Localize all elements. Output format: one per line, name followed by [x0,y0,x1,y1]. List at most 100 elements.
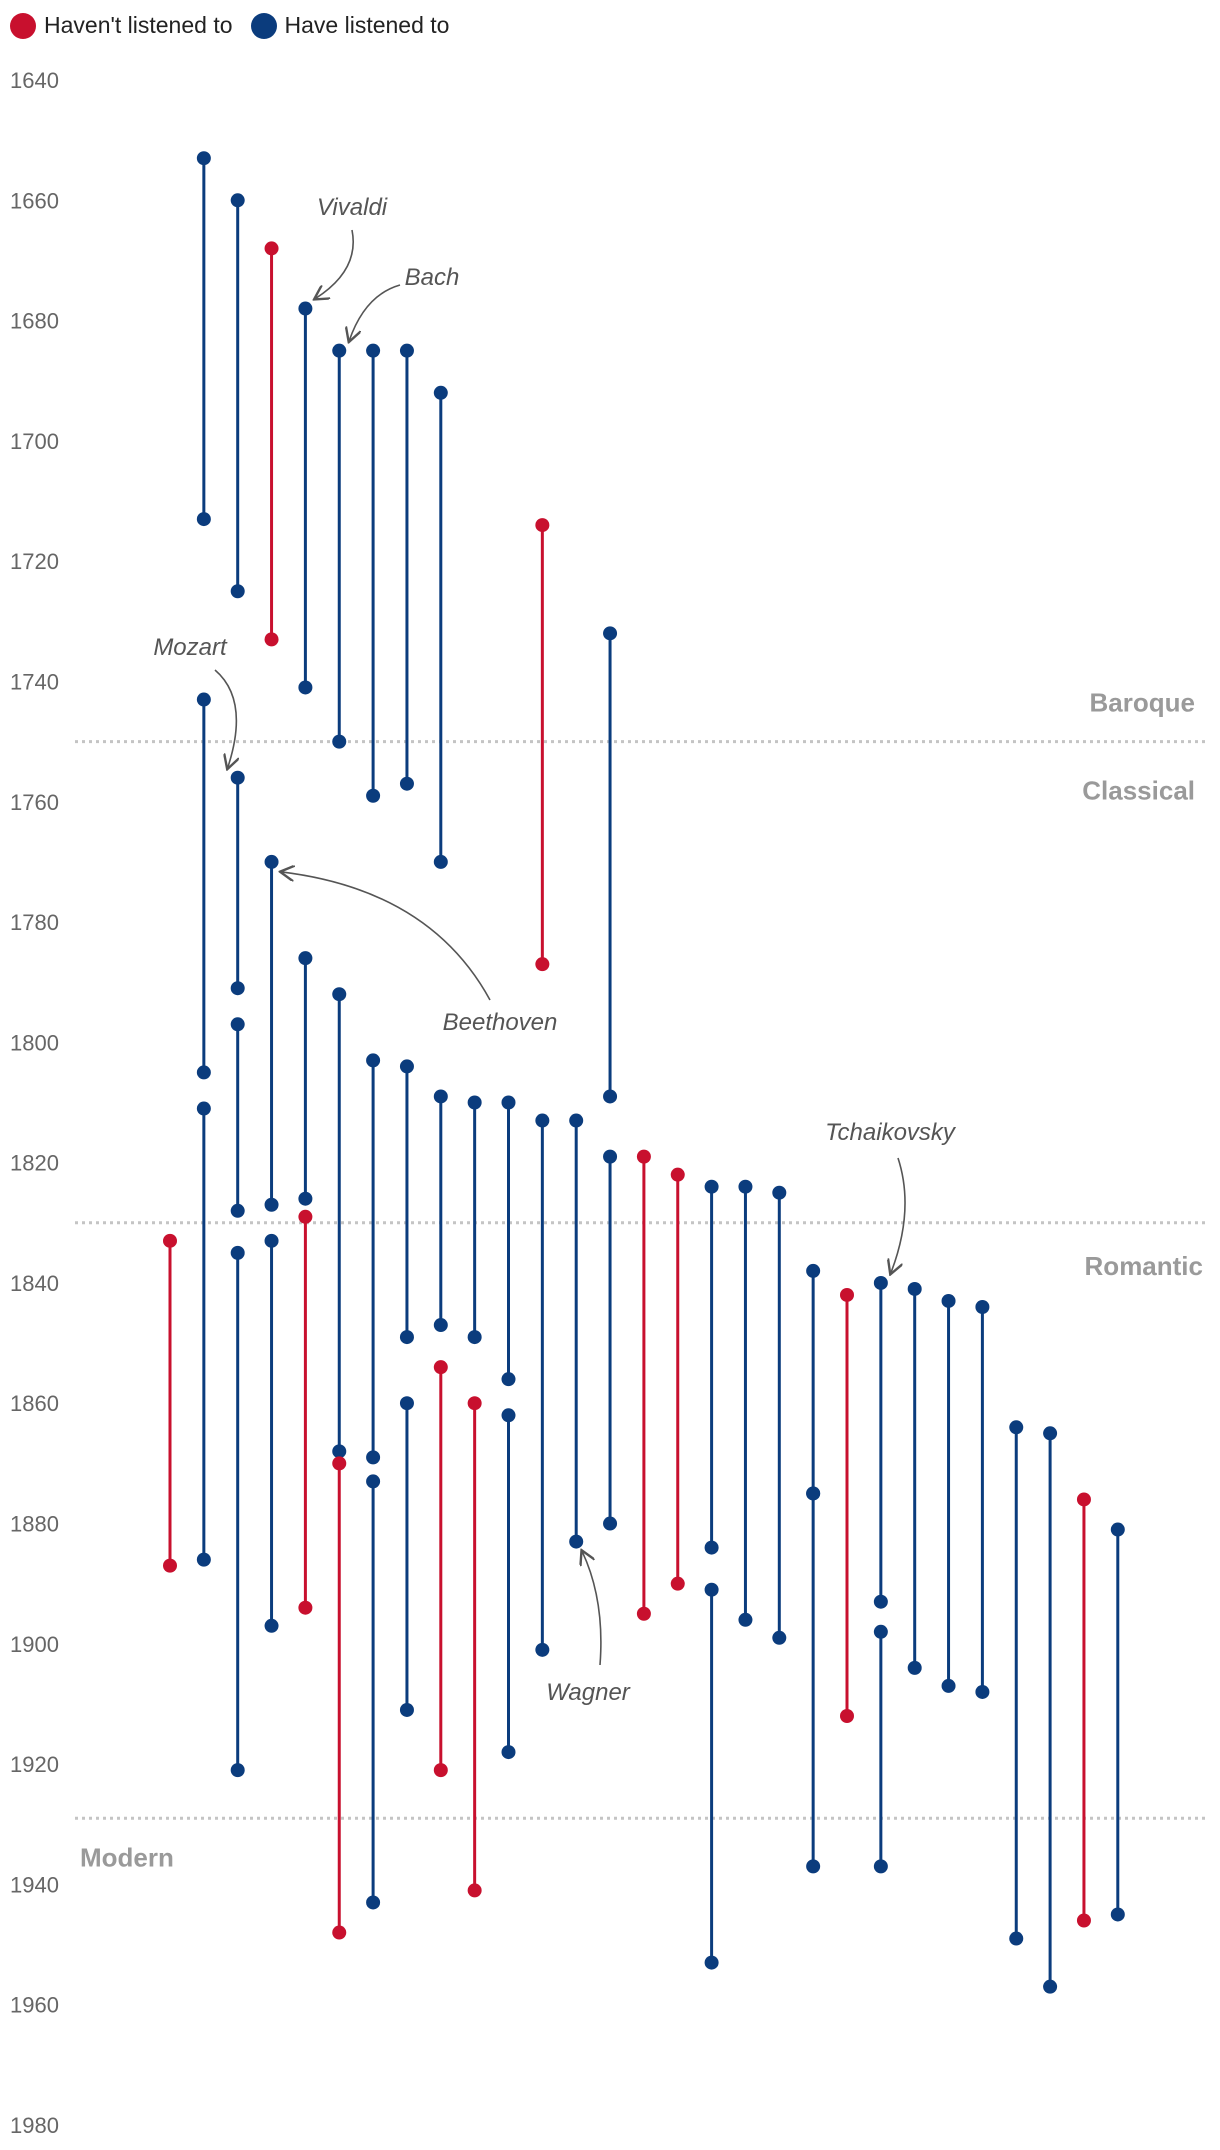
y-tick-label: 1740 [10,669,59,694]
annotation-arrow [315,229,354,299]
composer-lifespan [1076,1492,1091,1928]
composer-lifespan [332,987,347,1459]
death-dot [670,1576,685,1591]
birth-dot [230,193,245,208]
death-dot [230,1203,245,1218]
death-dot [196,512,211,527]
birth-dot [603,1149,618,1164]
death-dot [399,776,414,791]
death-dot [501,1745,516,1760]
composer-lifespan [298,951,313,1206]
birth-dot [941,1293,956,1308]
y-tick-label: 1840 [10,1271,59,1296]
y-axis: 1640 1660 1680 1700 1720 1740 1760 1780 1800 1820… [10,68,59,2138]
composer-lifespan [1043,1426,1058,1994]
death-dot [535,1642,550,1657]
death-dot [163,1558,177,1573]
death-dot [230,584,245,599]
composer-lifespan [941,1293,956,1693]
composer-lifespan [704,1179,719,1555]
death-dot [738,1612,753,1627]
death-dot [264,1618,279,1633]
era-label: Romantic [1085,1251,1203,1281]
birth-dot [264,1233,279,1248]
birth-dot [670,1167,685,1182]
composer-lifespan [366,1053,381,1465]
composer-lifespan [1009,1420,1024,1946]
death-dot [636,1606,651,1621]
birth-dot [332,1456,347,1471]
era-label: Modern [80,1842,174,1872]
death-dot [806,1859,821,1874]
annotation-arrow [891,1157,906,1273]
composer-lifespan [467,1396,482,1898]
birth-dot [806,1486,821,1501]
y-tick-label: 1940 [10,1872,59,1897]
composer-lifespan [806,1486,821,1874]
composer-lifespan [196,1101,211,1567]
death-dot [1043,1979,1058,1994]
composer-lifespan [230,770,245,996]
birth-dot [366,1053,381,1068]
composer-lifespan [467,1095,482,1345]
death-dot [298,1191,313,1206]
annotation-label: Vivaldi [317,194,388,221]
death-dot [1009,1931,1024,1946]
composer-lifespan [975,1300,990,1699]
birth-dot [1009,1420,1024,1435]
birth-dot [467,1396,482,1411]
composer-lifespan [603,1149,618,1531]
death-dot [907,1660,922,1675]
birth-dot [399,1059,414,1074]
composer-lifespan [230,1017,245,1218]
composer-lifespan [163,1233,177,1573]
death-dot [298,1600,313,1615]
legend-label-listened: Have listened to [284,12,450,38]
birth-dot [704,1179,719,1194]
death-dot [873,1859,888,1874]
birth-dot [230,1017,245,1032]
birth-dot [1076,1492,1091,1507]
composer-lifespan [196,692,211,1080]
composer-bars [163,151,1125,1994]
composer-lifespan [332,1456,347,1940]
death-dot [501,1372,516,1387]
annotations: Vivaldi Bach Mozart Beethoven Tchaikovsky Wag… [153,194,957,1706]
birth-dot [230,770,245,785]
annotation-label: Bach [405,264,460,291]
birth-dot [264,854,279,869]
annotation-label: Tchaikovsky [825,1119,957,1146]
composer-lifespan [264,241,279,647]
annotation-arrow [282,872,491,1001]
y-tick-label: 1660 [10,188,59,213]
composer-lifespan [332,343,347,749]
annotation-label: Wagner [546,1679,631,1706]
composer-lifespan [298,1209,313,1615]
y-tick-label: 1980 [10,2113,59,2138]
birth-dot [772,1185,787,1200]
composer-lifespan [636,1149,651,1621]
y-tick-label: 1760 [10,790,59,815]
composer-lifespan [704,1582,719,1970]
composer-lifespan [535,518,550,972]
birth-dot [806,1263,821,1278]
death-dot [433,1763,448,1778]
birth-dot [399,1396,414,1411]
birth-dot [196,1101,211,1116]
death-dot [230,981,245,996]
composer-lifespan [501,1095,516,1387]
death-dot [433,854,448,869]
y-tick-label: 1960 [10,1993,59,2018]
birth-dot [196,151,211,166]
death-dot [704,1955,719,1970]
death-dot [196,1552,211,1567]
death-dot [399,1702,414,1717]
legend: Haven't listened to Have listened to [10,12,467,39]
birth-dot [636,1149,651,1164]
birth-dot [535,1113,550,1128]
composer-lifespan [399,343,414,791]
y-tick-label: 1640 [10,68,59,93]
death-dot [569,1534,584,1549]
death-dot [399,1330,414,1345]
birth-dot [535,518,550,533]
